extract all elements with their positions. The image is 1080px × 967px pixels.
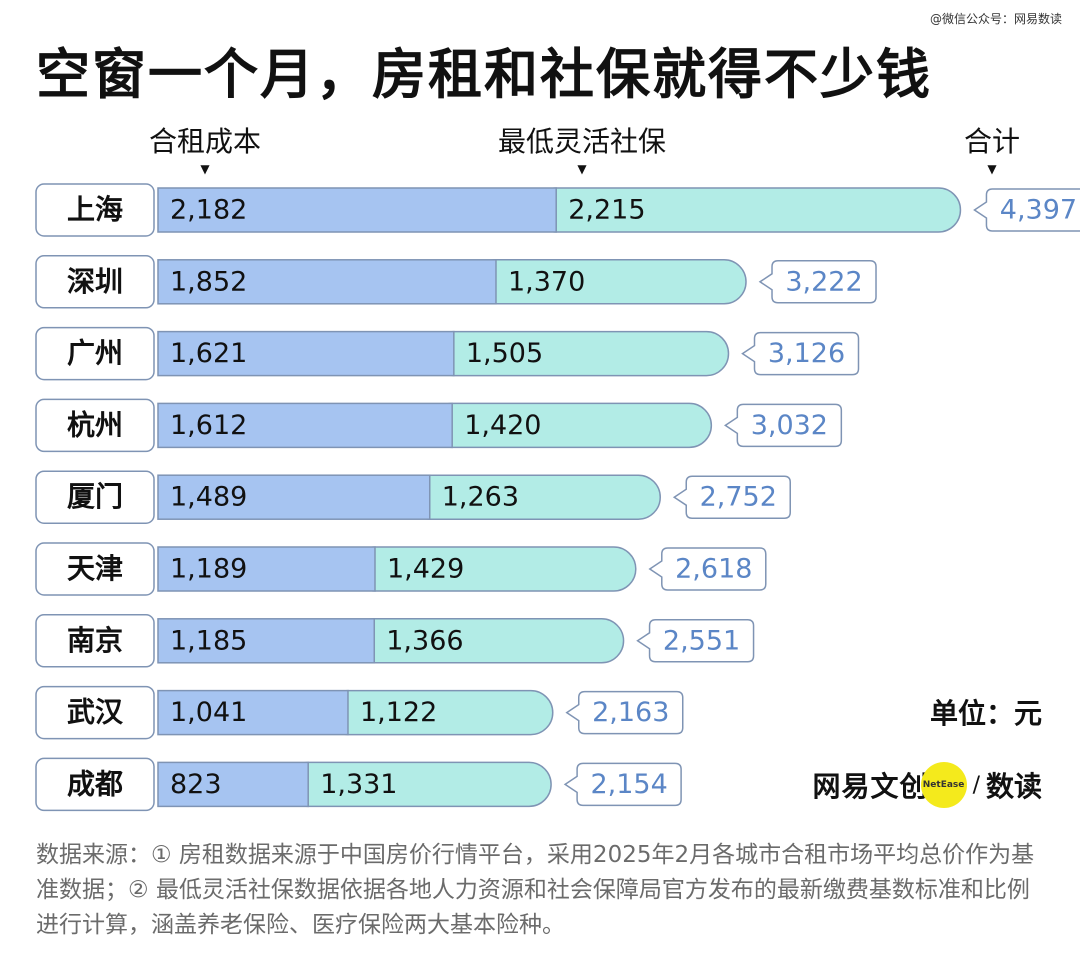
bar-rent — [157, 259, 497, 305]
value-label-rent: 1,041 — [170, 697, 247, 728]
total-callout — [563, 762, 682, 807]
arrow-down-icon: ▼ — [200, 162, 210, 176]
city-label: 深圳 — [67, 265, 123, 298]
brand-slash: / — [972, 772, 980, 798]
bar-rent — [157, 546, 376, 592]
bar-rent — [157, 187, 557, 233]
brand-logo: 网易文创 NetEase / 数读 — [813, 762, 1042, 808]
header-rent-label: 合租成本 — [148, 125, 261, 158]
bar-rent — [157, 474, 431, 520]
brand-sub: 数读 — [985, 770, 1042, 803]
city-label: 南京 — [67, 624, 123, 657]
value-label-social: 1,366 — [386, 625, 463, 656]
city-label: 天津 — [67, 552, 123, 585]
value-label-rent: 1,612 — [170, 410, 247, 441]
bar-rent — [157, 618, 376, 664]
city-label: 上海 — [67, 193, 123, 226]
value-label-rent: 823 — [170, 769, 222, 800]
value-label-total: 3,032 — [751, 410, 828, 441]
value-label-total: 3,222 — [785, 266, 862, 297]
city-label: 广州 — [67, 337, 123, 370]
header-social: 最低灵活社保 ▼ — [482, 120, 682, 176]
watermark: @微信公众号：网易数读 — [929, 12, 1062, 26]
unit-label: 单位：元 — [929, 697, 1042, 730]
value-label-social: 1,429 — [387, 554, 464, 585]
city-label: 厦门 — [67, 480, 123, 513]
value-label-total: 4,397 — [1000, 195, 1077, 226]
city-label-box — [35, 757, 155, 812]
value-label-rent: 2,182 — [170, 195, 247, 226]
value-label-total: 2,154 — [590, 769, 667, 800]
chart-title: 空窗一个月，房租和社保就得不少钱 — [36, 43, 932, 106]
value-label-rent: 1,489 — [170, 482, 247, 513]
city-label: 杭州 — [67, 408, 123, 441]
total-callout — [565, 690, 684, 735]
value-label-social: 2,215 — [568, 195, 645, 226]
value-label-total: 2,163 — [592, 697, 669, 728]
header-rent: 合租成本 ▼ — [140, 120, 270, 176]
value-label-total: 3,126 — [768, 338, 845, 369]
brand-badge: NetEase — [920, 762, 967, 808]
total-callout — [723, 403, 843, 448]
value-label-total: 2,618 — [675, 554, 752, 585]
value-label-rent: 1,621 — [170, 338, 247, 369]
value-label-social: 1,122 — [360, 697, 437, 728]
city-label-box — [35, 326, 155, 381]
city-label-box — [35, 398, 155, 453]
value-label-social: 1,505 — [466, 338, 543, 369]
header-total-label: 合计 — [963, 125, 1020, 158]
city-label-box — [35, 542, 155, 596]
total-callout — [973, 188, 1080, 232]
value-label-social: 1,370 — [508, 266, 585, 297]
arrow-down-icon: ▼ — [987, 162, 997, 176]
value-label-social: 1,331 — [320, 769, 397, 800]
total-callout — [672, 475, 791, 519]
city-label-box — [35, 183, 155, 237]
bar-rent — [157, 689, 349, 736]
header-total: 合计 ▼ — [955, 120, 1029, 176]
brand-name: 网易文创 — [812, 770, 929, 803]
value-label-rent: 1,852 — [170, 266, 247, 297]
city-label-box — [35, 614, 155, 668]
source-note: 数据来源：① 房租数据来源于中国房价行情平台，采用2025年2月各城市合租市场平… — [36, 842, 1035, 938]
value-label-social: 1,420 — [464, 410, 541, 441]
bar-rent — [157, 761, 309, 808]
stacked-bar-chart: 上海 2,182 2,215 4,397 深圳 1,852 1,370 3,222 广州 1,62… — [35, 183, 1080, 812]
total-callout — [648, 547, 767, 591]
bar-rent — [157, 330, 455, 377]
city-label: 武汉 — [67, 696, 124, 729]
value-label-rent: 1,189 — [170, 554, 247, 585]
total-callout — [758, 260, 877, 304]
arrow-down-icon: ▼ — [577, 162, 587, 176]
total-callout — [741, 331, 860, 376]
total-callout — [636, 619, 755, 663]
value-label-total: 2,551 — [663, 625, 740, 656]
city-label-box — [35, 255, 155, 309]
value-label-total: 2,752 — [700, 482, 777, 513]
city-label-box — [35, 685, 155, 740]
city-label: 成都 — [67, 767, 123, 800]
city-label-box — [35, 470, 155, 524]
value-label-rent: 1,185 — [170, 625, 247, 656]
value-label-social: 1,263 — [442, 482, 519, 513]
bar-rent — [157, 402, 453, 449]
header-social-label: 最低灵活社保 — [497, 125, 666, 158]
